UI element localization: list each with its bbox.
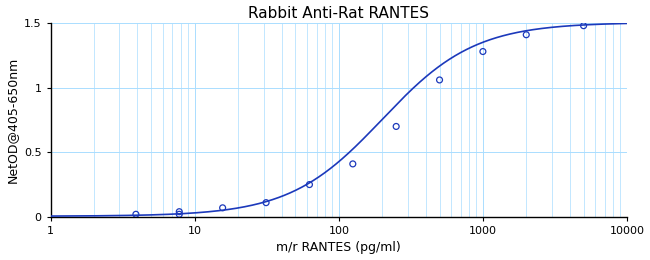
Point	[131, 212, 141, 216]
Point	[391, 124, 402, 128]
Point	[478, 49, 488, 54]
Point	[174, 212, 185, 216]
Point	[434, 78, 445, 82]
Point	[578, 24, 589, 28]
Title: Rabbit Anti-Rat RANTES: Rabbit Anti-Rat RANTES	[248, 5, 430, 21]
Point	[521, 33, 532, 37]
Point	[348, 162, 358, 166]
Point	[174, 210, 185, 214]
Point	[304, 183, 315, 187]
Y-axis label: NetOD@405-650nm: NetOD@405-650nm	[6, 57, 19, 183]
X-axis label: m/r RANTES (pg/ml): m/r RANTES (pg/ml)	[276, 242, 401, 255]
Point	[261, 200, 271, 205]
Point	[218, 206, 228, 210]
